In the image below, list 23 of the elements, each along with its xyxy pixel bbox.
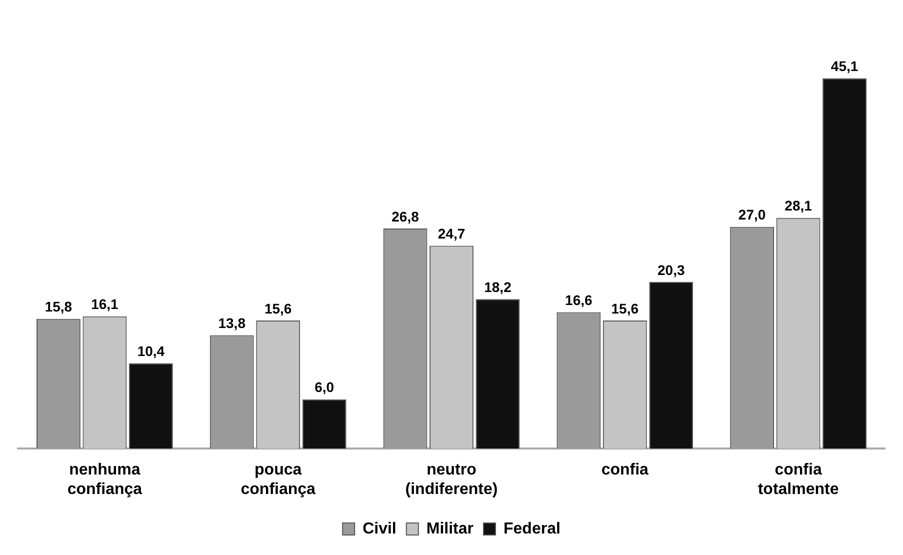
data-label: 15,8 — [44, 298, 72, 315]
data-label: 24,7 — [438, 226, 466, 242]
data-label: 16,6 — [565, 292, 592, 308]
data-label: 27,0 — [738, 206, 766, 223]
data-label: 10,4 — [137, 343, 165, 360]
data-label: 28,1 — [784, 198, 812, 214]
data-label: 15,6 — [611, 300, 639, 316]
legend-label: Federal — [503, 520, 560, 538]
x-tick-label: pouca confiança — [240, 462, 316, 498]
data-label: 26,8 — [392, 208, 420, 224]
data-label: 15,6 — [264, 300, 292, 316]
legend-label: Militar — [426, 520, 474, 538]
data-label: 6,0 — [314, 379, 334, 396]
data-label: 16,1 — [91, 296, 119, 312]
x-tick-label: confia — [601, 462, 649, 479]
x-tick-label: neutro (indiferente) — [405, 462, 498, 498]
data-label: 45,1 — [830, 58, 858, 74]
data-label: 18,2 — [484, 279, 512, 295]
x-tick-label: nenhuma confiança — [67, 462, 142, 498]
legend-label: Civil — [362, 520, 396, 538]
x-tick-label: confia totalmente — [758, 462, 839, 498]
data-label: 13,8 — [218, 315, 246, 332]
data-label: 20,3 — [658, 262, 685, 278]
